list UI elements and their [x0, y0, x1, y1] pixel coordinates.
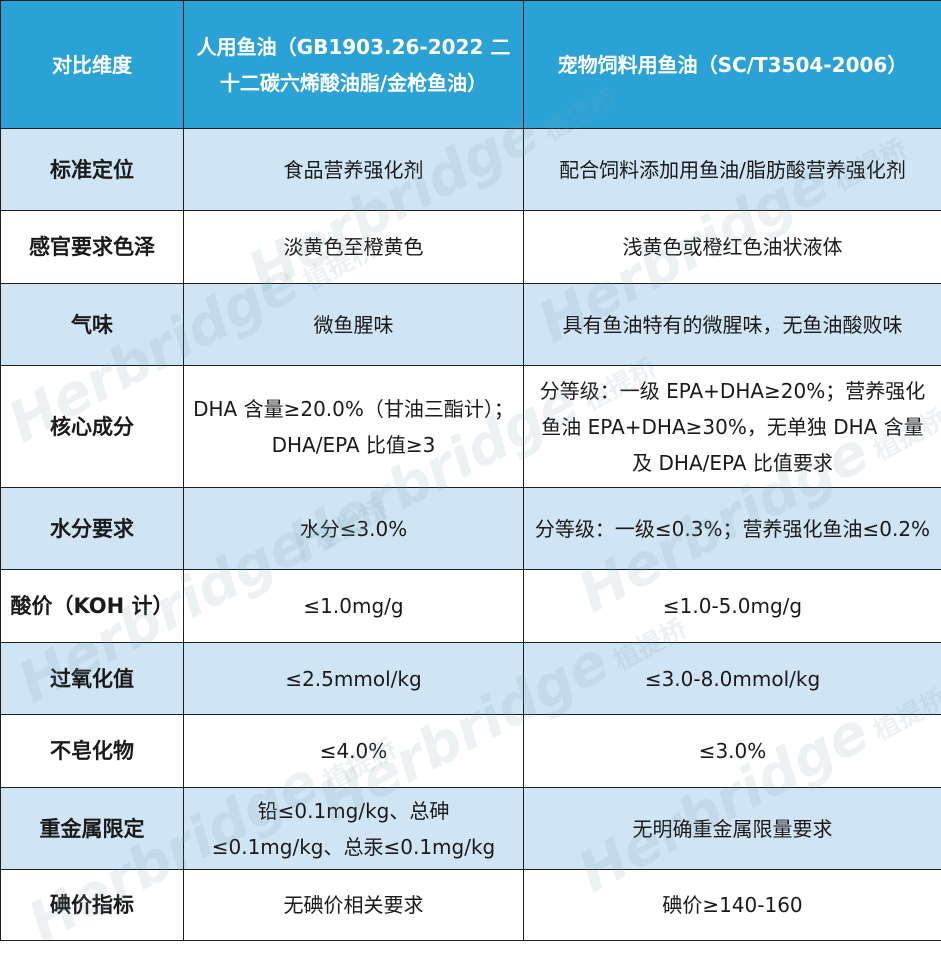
row-pet-value: ≤3.0%	[524, 715, 941, 788]
row-pet-value: ≤3.0-8.0mmol/kg	[524, 643, 941, 715]
row-dimension: 水分要求	[1, 488, 184, 570]
row-pet-value: ≤1.0-5.0mg/g	[524, 570, 941, 643]
row-dimension: 过氧化值	[1, 643, 184, 715]
row-pet-value: 分等级：一级 EPA+DHA≥20%；营养强化鱼油 EPA+DHA≥30%，无单…	[524, 366, 941, 488]
row-human-value: ≤4.0%	[184, 715, 524, 788]
row-dimension: 重金属限定	[1, 788, 184, 870]
row-pet-value: 无明确重金属限量要求	[524, 788, 941, 870]
row-human-value: 微鱼腥味	[184, 284, 524, 366]
row-pet-value: 具有鱼油特有的微腥味，无鱼油酸败味	[524, 284, 941, 366]
row-dimension: 不皂化物	[1, 715, 184, 788]
table-row: 酸价（KOH 计） ≤1.0mg/g ≤1.0-5.0mg/g	[1, 570, 941, 643]
table-row: 碘价指标 无碘价相关要求 碘价≥140-160	[1, 870, 941, 941]
table-row: 过氧化值 ≤2.5mmol/kg ≤3.0-8.0mmol/kg	[1, 643, 941, 715]
table-row: 核心成分 DHA 含量≥20.0%（甘油三酯计）；DHA/EPA 比值≥3 分等…	[1, 366, 941, 488]
header-human-fish-oil: 人用鱼油（GB1903.26-2022 二十二碳六烯酸油脂/金枪鱼油）	[184, 1, 524, 129]
table-row: 气味 微鱼腥味 具有鱼油特有的微腥味，无鱼油酸败味	[1, 284, 941, 366]
row-dimension: 核心成分	[1, 366, 184, 488]
row-dimension: 感官要求色泽	[1, 211, 184, 284]
row-human-value: ≤1.0mg/g	[184, 570, 524, 643]
table-row: 不皂化物 ≤4.0% ≤3.0%	[1, 715, 941, 788]
table-row: 重金属限定 铅≤0.1mg/kg、总砷≤0.1mg/kg、总汞≤0.1mg/kg…	[1, 788, 941, 870]
header-row: 对比维度 人用鱼油（GB1903.26-2022 二十二碳六烯酸油脂/金枪鱼油）…	[1, 1, 941, 129]
table-row: 感官要求色泽 淡黄色至橙黄色 浅黄色或橙红色油状液体	[1, 211, 941, 284]
row-pet-value: 配合饲料添加用鱼油/脂肪酸营养强化剂	[524, 129, 941, 211]
header-dimension: 对比维度	[1, 1, 184, 129]
table-row: 水分要求 水分≤3.0% 分等级：一级≤0.3%；营养强化鱼油≤0.2%	[1, 488, 941, 570]
row-dimension: 碘价指标	[1, 870, 184, 941]
row-human-value: 淡黄色至橙黄色	[184, 211, 524, 284]
row-human-value: 铅≤0.1mg/kg、总砷≤0.1mg/kg、总汞≤0.1mg/kg	[184, 788, 524, 870]
row-dimension: 标准定位	[1, 129, 184, 211]
row-dimension: 气味	[1, 284, 184, 366]
row-pet-value: 碘价≥140-160	[524, 870, 941, 941]
row-human-value: 水分≤3.0%	[184, 488, 524, 570]
row-human-value: 食品营养强化剂	[184, 129, 524, 211]
table-row: 标准定位 食品营养强化剂 配合饲料添加用鱼油/脂肪酸营养强化剂	[1, 129, 941, 211]
row-pet-value: 分等级：一级≤0.3%；营养强化鱼油≤0.2%	[524, 488, 941, 570]
header-pet-fish-oil: 宠物饲料用鱼油（SC/T3504-2006）	[524, 1, 941, 129]
row-human-value: DHA 含量≥20.0%（甘油三酯计）；DHA/EPA 比值≥3	[184, 366, 524, 488]
row-dimension: 酸价（KOH 计）	[1, 570, 184, 643]
row-human-value: 无碘价相关要求	[184, 870, 524, 941]
row-pet-value: 浅黄色或橙红色油状液体	[524, 211, 941, 284]
row-human-value: ≤2.5mmol/kg	[184, 643, 524, 715]
